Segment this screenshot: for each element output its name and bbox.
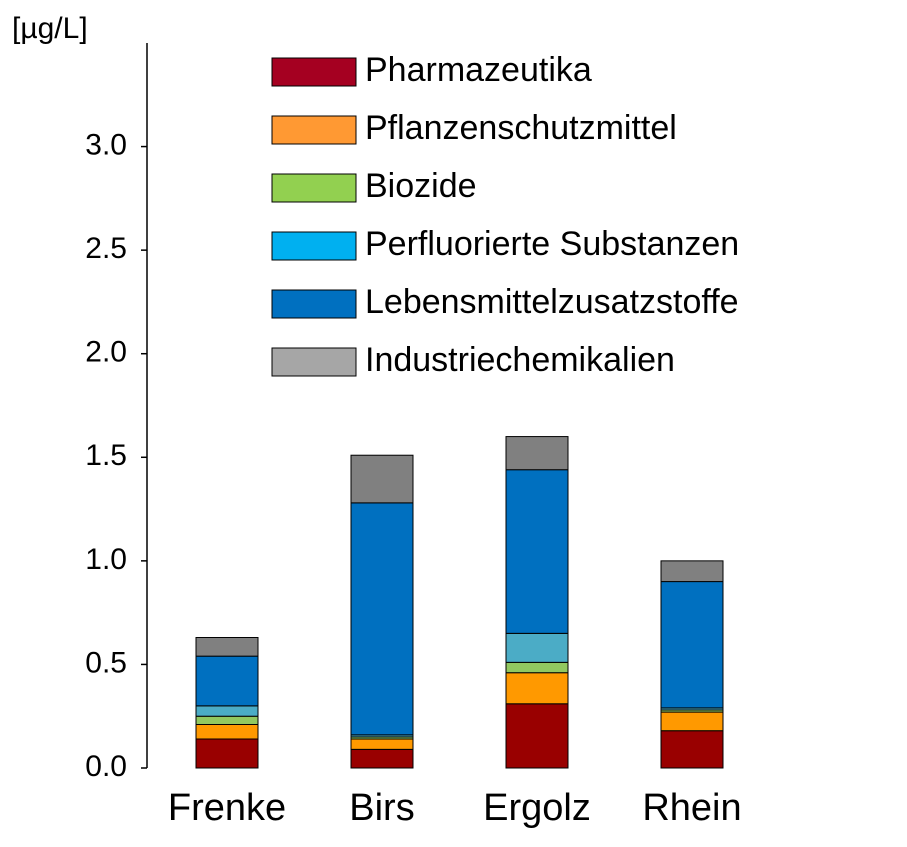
bar-segment bbox=[195, 655, 259, 707]
bar-segment bbox=[195, 715, 259, 726]
legend-swatch bbox=[271, 173, 357, 203]
bar-segment bbox=[195, 738, 259, 769]
x-tick-label: Ergolz bbox=[483, 787, 591, 829]
bar-segment bbox=[505, 469, 569, 634]
legend-swatch bbox=[271, 57, 357, 87]
bar-segment bbox=[350, 738, 414, 750]
bar-segment bbox=[350, 748, 414, 769]
legend-swatch bbox=[271, 289, 357, 319]
bar-segment bbox=[195, 705, 259, 717]
bar-segment bbox=[660, 581, 724, 709]
x-tick-label: Rhein bbox=[642, 787, 741, 829]
bar-segment bbox=[505, 703, 569, 769]
bar-segment bbox=[660, 730, 724, 769]
bar-segment bbox=[195, 724, 259, 740]
bar-segment bbox=[350, 502, 414, 736]
x-tick-label: Frenke bbox=[168, 787, 286, 829]
bar-segment bbox=[505, 632, 569, 663]
y-tick-label: 1.5 bbox=[85, 439, 127, 472]
bar-segment bbox=[195, 637, 259, 657]
bar-segment bbox=[350, 454, 414, 504]
bar-segment bbox=[505, 672, 569, 705]
legend-label: Pflanzenschutzmittel bbox=[365, 109, 677, 147]
legend-swatch bbox=[271, 347, 357, 377]
y-tick-label: 0.0 bbox=[85, 750, 127, 783]
legend-swatch bbox=[271, 231, 357, 261]
bar-segment bbox=[660, 560, 724, 583]
bar-segment bbox=[505, 436, 569, 471]
legend-label: Biozide bbox=[365, 167, 477, 205]
legend-label: Perfluorierte Substanzen bbox=[365, 225, 739, 263]
y-axis-label: [µg/L] bbox=[12, 12, 88, 45]
legend-swatch bbox=[271, 115, 357, 145]
y-tick-label: 2.0 bbox=[85, 336, 127, 369]
bar-segment bbox=[660, 711, 724, 732]
x-tick-label: Birs bbox=[349, 787, 414, 829]
y-tick-label: 0.5 bbox=[85, 646, 127, 679]
legend-label: Pharmazeutika bbox=[365, 51, 592, 89]
y-tick-label: 2.5 bbox=[85, 232, 127, 265]
legend-label: Industriechemikalien bbox=[365, 341, 675, 379]
legend-label: Lebensmittelzusatzstoffe bbox=[365, 283, 739, 321]
y-tick-label: 1.0 bbox=[85, 543, 127, 576]
y-tick-label: 3.0 bbox=[85, 128, 127, 161]
bar-segment bbox=[505, 661, 569, 674]
